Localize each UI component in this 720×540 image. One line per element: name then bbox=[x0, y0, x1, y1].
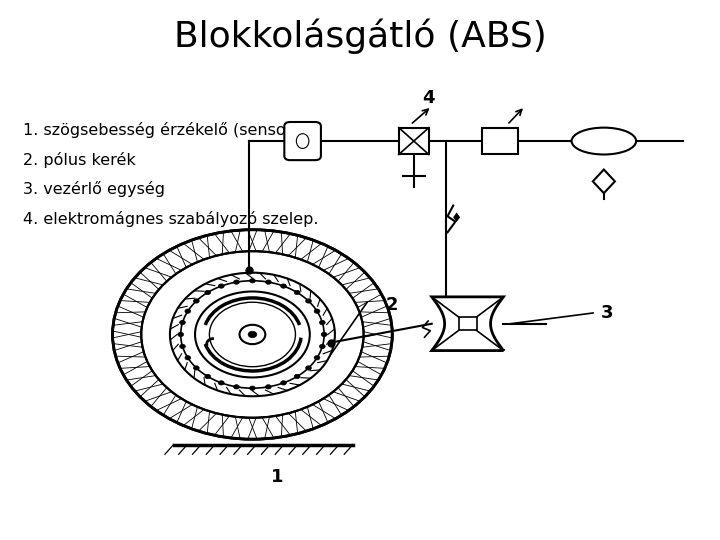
Text: ♦: ♦ bbox=[451, 212, 462, 226]
Circle shape bbox=[204, 374, 210, 379]
Text: 2: 2 bbox=[386, 296, 399, 314]
Ellipse shape bbox=[297, 134, 309, 148]
Circle shape bbox=[195, 292, 310, 377]
Circle shape bbox=[218, 381, 224, 385]
Text: 1. szögsebesség érzékelő (sensor): 1. szögsebesség érzékelő (sensor) bbox=[23, 123, 299, 138]
Circle shape bbox=[320, 320, 325, 325]
Circle shape bbox=[281, 381, 287, 385]
Text: Blokkolásgátló (ABS): Blokkolásgátló (ABS) bbox=[174, 18, 546, 54]
Circle shape bbox=[305, 366, 311, 370]
Circle shape bbox=[185, 356, 191, 360]
Circle shape bbox=[210, 302, 295, 367]
Circle shape bbox=[179, 320, 185, 325]
Text: 3: 3 bbox=[601, 304, 613, 322]
Circle shape bbox=[314, 356, 320, 360]
Circle shape bbox=[204, 291, 210, 295]
Circle shape bbox=[185, 309, 191, 313]
Circle shape bbox=[321, 332, 327, 336]
Text: 1: 1 bbox=[271, 468, 284, 486]
Polygon shape bbox=[432, 297, 503, 350]
Circle shape bbox=[266, 280, 271, 284]
Text: 2. pólus kerék: 2. pólus kerék bbox=[23, 152, 135, 168]
Circle shape bbox=[250, 279, 256, 283]
Circle shape bbox=[194, 299, 199, 303]
Circle shape bbox=[170, 273, 335, 396]
Text: 4: 4 bbox=[422, 89, 434, 107]
Circle shape bbox=[112, 230, 392, 439]
Circle shape bbox=[248, 331, 257, 338]
Text: 3. vezérlő egység: 3. vezérlő egység bbox=[23, 181, 165, 198]
Circle shape bbox=[179, 345, 185, 348]
Circle shape bbox=[266, 384, 271, 389]
FancyBboxPatch shape bbox=[284, 122, 321, 160]
Circle shape bbox=[305, 299, 311, 303]
Circle shape bbox=[181, 281, 324, 388]
Circle shape bbox=[294, 291, 300, 295]
Circle shape bbox=[281, 284, 287, 288]
Text: 4. elektromágnes szabályozó szelep.: 4. elektromágnes szabályozó szelep. bbox=[23, 211, 318, 227]
Circle shape bbox=[178, 332, 184, 336]
Circle shape bbox=[250, 386, 256, 390]
Circle shape bbox=[194, 366, 199, 370]
Circle shape bbox=[294, 374, 300, 379]
Polygon shape bbox=[593, 170, 615, 193]
Ellipse shape bbox=[572, 127, 636, 154]
Circle shape bbox=[218, 284, 224, 288]
Circle shape bbox=[233, 384, 239, 389]
Bar bbox=[482, 127, 518, 154]
Bar bbox=[459, 317, 477, 330]
Bar bbox=[399, 127, 429, 154]
Circle shape bbox=[233, 280, 239, 284]
Circle shape bbox=[314, 309, 320, 313]
Circle shape bbox=[240, 325, 266, 344]
Circle shape bbox=[141, 251, 364, 418]
Circle shape bbox=[320, 345, 325, 348]
